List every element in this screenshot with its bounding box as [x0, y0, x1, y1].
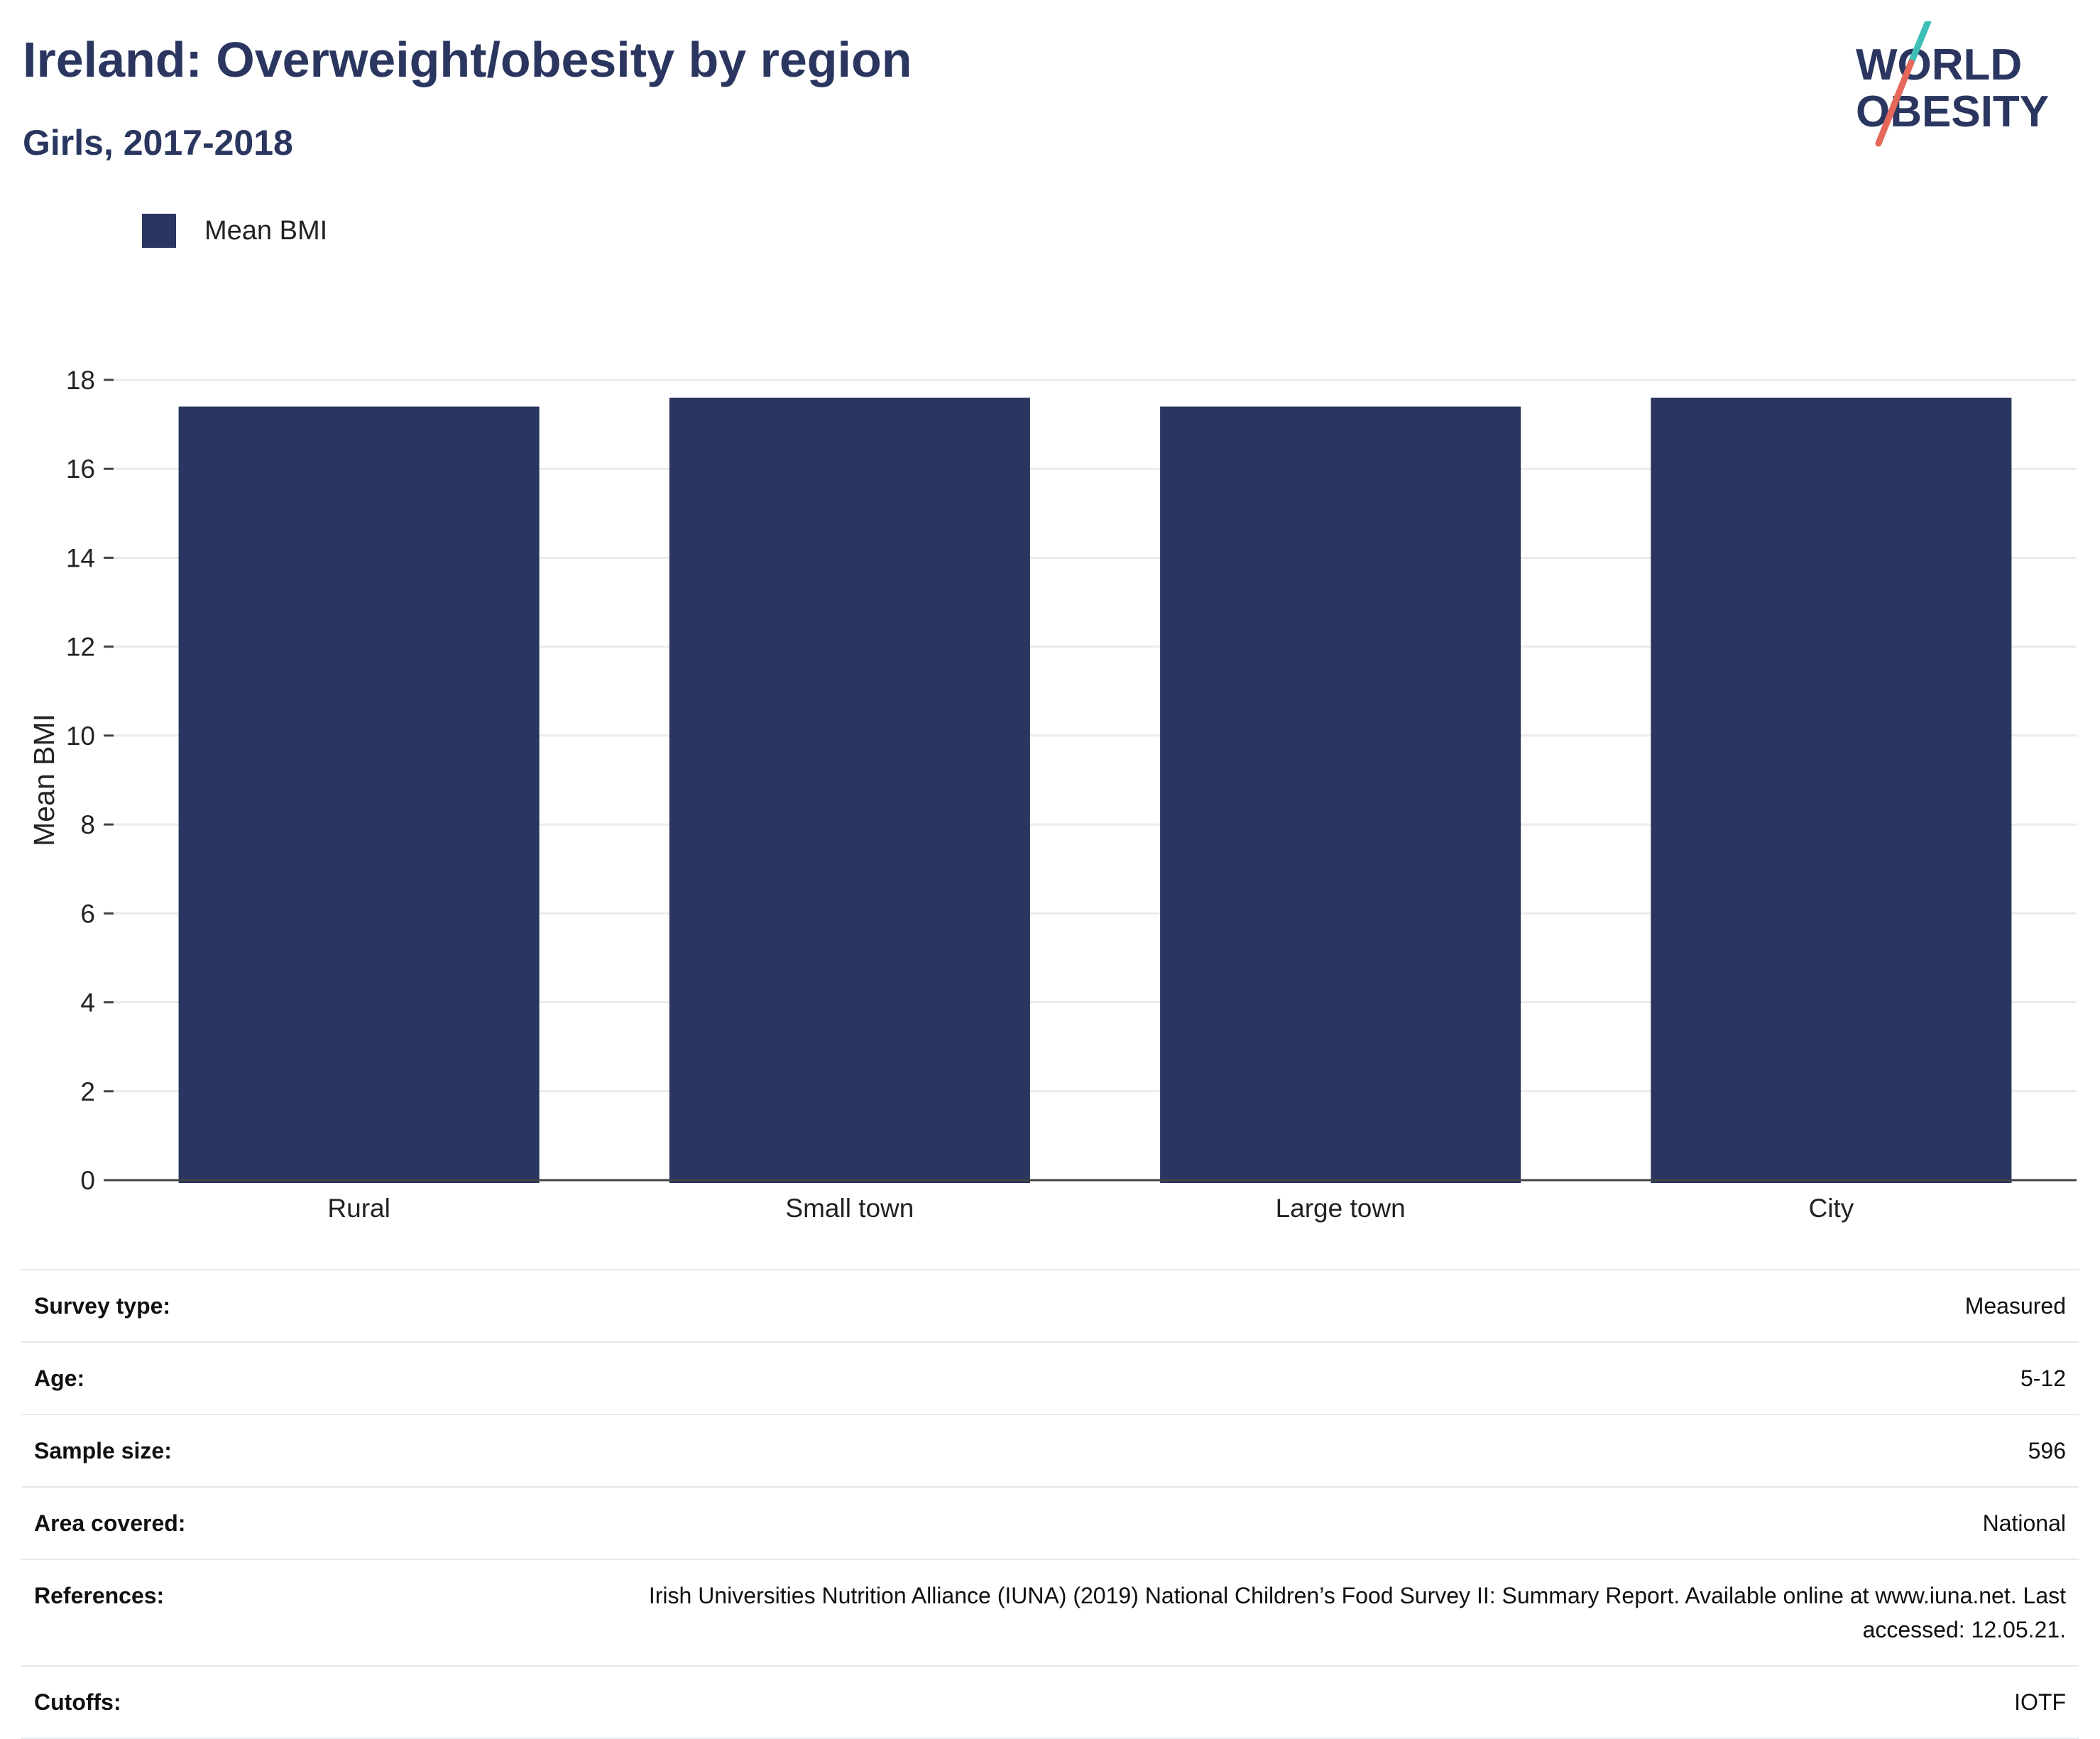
logo-line-1: WORLD	[1856, 40, 2022, 89]
y-axis-title: Mean BMI	[28, 714, 60, 846]
y-tick-label: 2	[80, 1077, 95, 1106]
legend-label-mean-bmi: Mean BMI	[204, 215, 328, 246]
info-label: Area covered:	[34, 1510, 186, 1536]
info-value: National	[1982, 1510, 2066, 1536]
chart-title: Ireland: Overweight/obesity by region	[23, 32, 912, 87]
y-tick-label: 10	[66, 721, 95, 751]
logo-slash-top-icon	[1908, 21, 1932, 66]
y-tick-label: 6	[80, 899, 95, 928]
world-obesity-logo: WORLD OBESITY	[1856, 21, 2049, 147]
x-tick-label: Rural	[327, 1194, 390, 1223]
info-value: IOTF	[2014, 1689, 2066, 1715]
info-label: Survey type:	[34, 1293, 171, 1319]
info-value: 5-12	[2020, 1365, 2066, 1391]
legend-swatch-mean-bmi	[142, 214, 176, 248]
info-row-area-covered: Area covered: National	[21, 1487, 2079, 1559]
info-value: 596	[2028, 1438, 2066, 1463]
info-value: Measured	[1964, 1293, 2066, 1319]
survey-info-table: Survey type: Measured Age: 5-12 Sample s…	[21, 1269, 2079, 1739]
bar-chart: 0 2 4 6 8 10 12 14 16 18 Rural Small town Large town…	[28, 366, 2077, 1223]
info-label: Age:	[34, 1365, 85, 1391]
info-row-references: References: Irish Universities Nutrition…	[21, 1559, 2079, 1666]
x-tick-label: Large town	[1276, 1194, 1406, 1223]
legend: Mean BMI	[142, 213, 327, 249]
info-row-age: Age: 5-12	[21, 1342, 2079, 1414]
info-row-cutoffs: Cutoffs: IOTF	[21, 1666, 2079, 1738]
info-label: Sample size:	[34, 1438, 172, 1463]
bar-large-town	[1160, 406, 1521, 1183]
y-tick-label: 0	[80, 1166, 95, 1195]
y-tick-label: 4	[80, 988, 95, 1018]
x-tick-label: City	[1809, 1194, 1854, 1223]
info-label: Cutoffs:	[34, 1689, 121, 1715]
y-tick-label: 14	[66, 543, 95, 572]
chart-subtitle: Girls, 2017-2018	[23, 123, 293, 163]
info-row-sample-size: Sample size: 596	[21, 1414, 2079, 1487]
x-tick-label: Small town	[785, 1194, 914, 1223]
info-label: References:	[34, 1583, 165, 1608]
bar-small-town	[669, 398, 1030, 1183]
info-row-survey-type: Survey type: Measured	[21, 1270, 2079, 1342]
y-tick-label: 8	[80, 810, 95, 839]
bar-rural	[178, 406, 540, 1183]
y-tick-label: 16	[66, 454, 95, 484]
logo-slash-bottom-icon	[1875, 59, 1915, 147]
bar-city	[1651, 398, 2012, 1183]
y-tick-label: 18	[66, 366, 95, 395]
info-value: Irish Universities Nutrition Alliance (I…	[648, 1583, 2066, 1642]
y-tick-label: 12	[66, 633, 95, 662]
